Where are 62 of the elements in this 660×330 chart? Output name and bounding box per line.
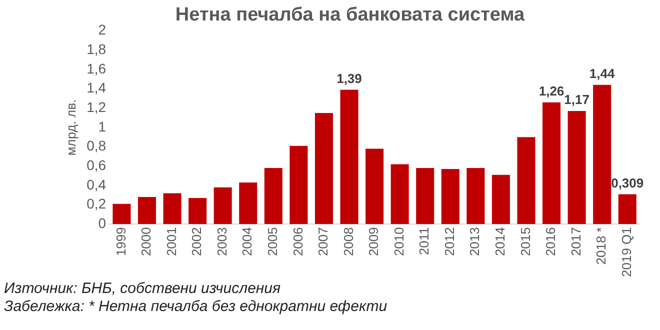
text: Забележка: * Нетна печалба без еднократни ефекти <box>3 298 388 316</box>
bar <box>290 146 308 224</box>
x-tick-label: 2004 <box>240 227 255 256</box>
y-tick-label: 0,2 <box>86 196 106 212</box>
bar <box>214 187 232 224</box>
x-tick-label: 2017 <box>568 227 584 256</box>
y-tick-label: 1 <box>98 118 106 134</box>
x-tick-label: 2008 <box>340 227 356 256</box>
x-tick-label: 2019 Q1 <box>618 227 634 277</box>
x-tick-label: 2015 <box>518 227 533 256</box>
bar <box>542 102 561 224</box>
bar <box>366 148 384 224</box>
bar <box>112 204 131 224</box>
data-label: 1,44 <box>589 66 616 82</box>
x-tick-label: 2018 * <box>594 227 609 265</box>
bar <box>390 164 409 224</box>
bar <box>492 174 510 224</box>
bar <box>188 198 207 224</box>
x-tick-label: 2001 <box>164 227 179 256</box>
x-tick-label: 2007 <box>316 227 331 256</box>
bar <box>163 193 182 224</box>
bar <box>568 111 586 224</box>
x-tick-label: 2005 <box>264 227 280 256</box>
data-label: 0,309 <box>611 175 644 190</box>
chart-title: Нетна печалба на банковата система <box>175 4 526 26</box>
bar <box>466 168 485 224</box>
bar <box>138 197 156 224</box>
x-tick-label: 2011 <box>416 227 432 256</box>
y-tick-label: 1,8 <box>86 40 106 57</box>
y-axis-title: млрд. лв. <box>63 99 78 156</box>
x-tick-label: 2009 <box>366 227 382 256</box>
bar <box>441 169 460 224</box>
data-label: 1,17 <box>564 92 590 108</box>
y-tick-label: 2 <box>98 22 106 38</box>
x-tick-label: 2006 <box>290 227 306 256</box>
y-tick-label: 0,6 <box>86 156 106 173</box>
x-tick-label: 2014 <box>492 227 508 256</box>
x-tick-label: 2016 <box>543 227 558 256</box>
data-label: 1,26 <box>538 83 564 98</box>
x-tick-label: 2000 <box>138 227 154 256</box>
bar <box>264 168 282 224</box>
y-tick-label: 0 <box>98 214 106 231</box>
y-tick-label: 1,4 <box>86 80 106 96</box>
bar <box>618 194 636 224</box>
y-tick-label: 0,4 <box>86 176 106 192</box>
x-tick-label: 1999 <box>113 227 128 256</box>
bar <box>314 112 333 224</box>
bar <box>416 168 434 224</box>
x-tick-label: 2013 <box>467 227 482 256</box>
data-label: 1,39 <box>336 70 362 86</box>
x-tick-label: 2002 <box>189 227 204 256</box>
bar <box>340 90 358 224</box>
bar <box>593 84 612 224</box>
x-tick-label: 2010 <box>391 227 406 256</box>
y-tick-label: 1,6 <box>86 60 106 76</box>
text: Източник: БНБ, собствени изчисления <box>3 280 282 298</box>
bar <box>517 137 536 224</box>
y-tick-label: 0,8 <box>86 138 106 154</box>
x-tick-label: 2012 <box>442 227 457 256</box>
y-tick-label: 1,2 <box>86 98 106 115</box>
x-tick-label: 2003 <box>214 227 230 256</box>
bar <box>239 182 258 224</box>
